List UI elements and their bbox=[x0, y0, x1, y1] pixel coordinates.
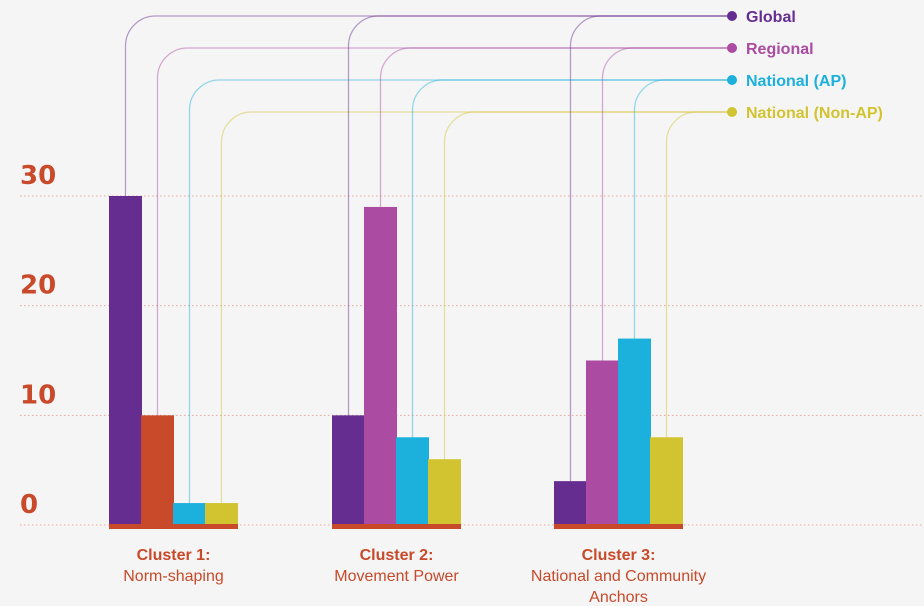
bar bbox=[396, 437, 429, 525]
legend-marker bbox=[727, 107, 737, 117]
bar bbox=[109, 196, 142, 525]
legend-label: National (Non-AP) bbox=[746, 105, 883, 122]
category-subtitle: National and Community bbox=[531, 568, 706, 585]
category-title: Cluster 1: bbox=[137, 547, 211, 564]
y-axis-ticks: 0 10 20 30 bbox=[20, 161, 56, 520]
bar bbox=[332, 415, 365, 525]
bar bbox=[364, 206, 397, 525]
legend-connector bbox=[347, 15, 732, 416]
legend-label: Global bbox=[746, 9, 796, 26]
y-tick-label: 0 bbox=[20, 490, 38, 520]
legend-connector bbox=[633, 79, 732, 339]
category-baseline bbox=[109, 524, 238, 529]
y-tick-label: 30 bbox=[20, 161, 56, 191]
legend-connector bbox=[601, 47, 732, 361]
legend-connector bbox=[188, 79, 732, 504]
legend-marker bbox=[727, 75, 737, 85]
bars bbox=[109, 196, 683, 525]
category-subtitle: Movement Power bbox=[334, 568, 459, 585]
legend-connector bbox=[443, 111, 732, 460]
category-baselines bbox=[109, 524, 683, 529]
category-title: Cluster 2: bbox=[360, 547, 434, 564]
legend-connector bbox=[379, 47, 732, 207]
bar bbox=[618, 338, 651, 525]
bar bbox=[173, 503, 206, 525]
category-title: Cluster 3: bbox=[582, 547, 656, 564]
gridlines bbox=[20, 195, 924, 526]
legend-marker bbox=[727, 43, 737, 53]
bar bbox=[428, 459, 461, 525]
legend: Global Regional National (AP) National (Non… bbox=[727, 9, 883, 122]
legend-connector bbox=[156, 47, 732, 416]
legend-connector bbox=[411, 79, 732, 438]
legend-connector bbox=[569, 15, 732, 482]
legend-connector bbox=[665, 111, 732, 438]
bar bbox=[141, 415, 174, 525]
bar bbox=[554, 481, 587, 525]
legend-label: National (AP) bbox=[746, 73, 846, 90]
x-axis-labels: Cluster 1: Norm-shaping Cluster 2: Movement… bbox=[123, 547, 706, 606]
y-tick-label: 10 bbox=[20, 380, 56, 410]
bar bbox=[205, 503, 238, 525]
category-subtitle: Norm-shaping bbox=[123, 568, 223, 585]
legend-connector bbox=[124, 15, 732, 196]
bar bbox=[586, 360, 619, 525]
bar bbox=[650, 437, 683, 525]
category-baseline bbox=[332, 524, 461, 529]
y-tick-label: 20 bbox=[20, 271, 56, 301]
legend-label: Regional bbox=[746, 41, 814, 58]
category-baseline bbox=[554, 524, 683, 529]
legend-connectors bbox=[124, 15, 732, 504]
category-subtitle: Anchors bbox=[589, 589, 648, 606]
legend-connector bbox=[220, 111, 732, 504]
legend-marker bbox=[727, 11, 737, 21]
